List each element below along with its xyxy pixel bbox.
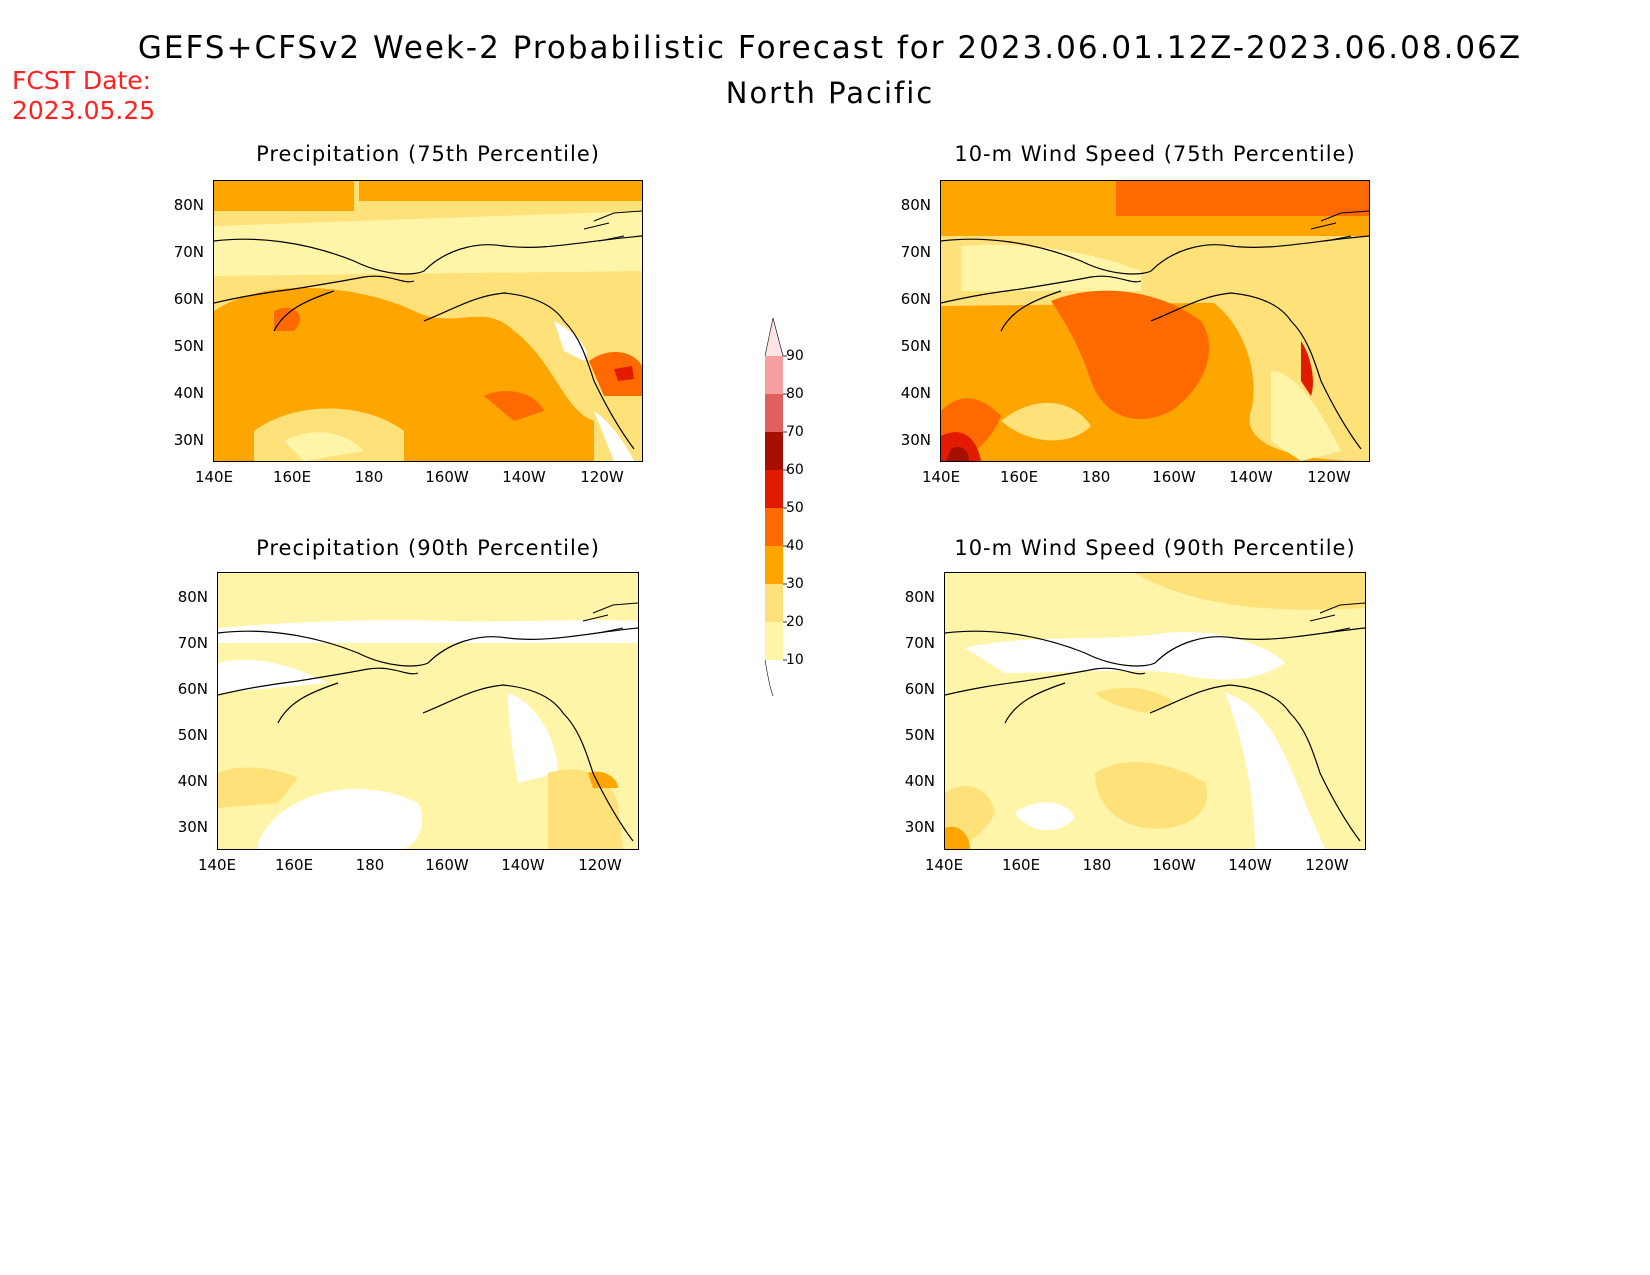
lon-label: 160E: [274, 856, 314, 874]
colorbar-label: 90: [786, 348, 804, 364]
lat-label: 60N: [900, 290, 931, 308]
lon-label: 140E: [194, 468, 234, 486]
colorbar-label: 50: [786, 500, 804, 516]
lon-label: 120W: [1305, 856, 1349, 874]
lon-label: 140W: [501, 856, 545, 874]
panel-title-precip-90: Precipitation (90th Percentile): [256, 536, 600, 560]
colorbar-swatches: [764, 317, 787, 697]
lat-label: 40N: [173, 384, 204, 402]
lat-label: 50N: [177, 726, 208, 744]
lat-label: 70N: [177, 634, 208, 652]
lon-label: 160E: [999, 468, 1039, 486]
lat-label: 50N: [900, 337, 931, 355]
lon-label: 160W: [425, 856, 469, 874]
colorbar-label: 80: [786, 386, 804, 402]
lat-label: 40N: [904, 772, 935, 790]
lon-label: 160W: [1152, 856, 1196, 874]
panel-title-wind-90: 10-m Wind Speed (90th Percentile): [954, 536, 1356, 560]
map-precip-90: [217, 572, 639, 850]
map-wind-90-plot: [945, 573, 1365, 849]
lon-label: 180: [354, 468, 384, 486]
lat-label: 30N: [177, 818, 208, 836]
map-wind-75-plot: [941, 181, 1369, 461]
lat-label: 70N: [900, 243, 931, 261]
colorbar: 90 80 70 60 50 40 30 20 10: [760, 317, 820, 698]
lat-label: 80N: [173, 196, 204, 214]
map-precip-75: [213, 180, 643, 462]
lon-label: 160W: [1152, 468, 1196, 486]
panel-title-wind-75: 10-m Wind Speed (75th Percentile): [954, 142, 1356, 166]
lon-label: 120W: [578, 856, 622, 874]
lat-label: 80N: [177, 588, 208, 606]
lat-label: 30N: [900, 431, 931, 449]
lon-label: 180: [1081, 468, 1111, 486]
lat-label: 30N: [173, 431, 204, 449]
lon-label: 140E: [921, 468, 961, 486]
lon-label: 140W: [502, 468, 546, 486]
panel-title-precip-75: Precipitation (75th Percentile): [256, 142, 600, 166]
lon-label: 180: [1082, 856, 1112, 874]
lat-label: 30N: [904, 818, 935, 836]
region-subtitle: North Pacific: [725, 76, 935, 110]
lon-label: 160E: [1001, 856, 1041, 874]
lat-label: 40N: [900, 384, 931, 402]
colorbar-label: 30: [786, 576, 804, 592]
lat-label: 60N: [904, 680, 935, 698]
lon-label: 140W: [1229, 468, 1273, 486]
colorbar-label: 40: [786, 538, 804, 554]
lon-label: 140E: [924, 856, 964, 874]
lat-label: 50N: [173, 337, 204, 355]
main-title: GEFS+CFSv2 Week-2 Probabilistic Forecast…: [137, 30, 1523, 66]
lon-label: 120W: [580, 468, 624, 486]
lat-label: 80N: [900, 196, 931, 214]
lat-label: 50N: [904, 726, 935, 744]
lon-label: 120W: [1307, 468, 1351, 486]
map-precip-90-plot: [218, 573, 638, 849]
lat-label: 80N: [904, 588, 935, 606]
lat-label: 40N: [177, 772, 208, 790]
lon-label: 180: [355, 856, 385, 874]
lon-label: 140E: [197, 856, 237, 874]
colorbar-label: 10: [786, 652, 804, 668]
map-wind-75: [940, 180, 1370, 462]
forecast-date-block: FCST Date: 2023.05.25: [12, 66, 155, 126]
lon-label: 160E: [272, 468, 312, 486]
map-precip-75-plot: [214, 181, 642, 461]
lat-label: 60N: [177, 680, 208, 698]
lat-label: 70N: [904, 634, 935, 652]
colorbar-label: 70: [786, 424, 804, 440]
lat-label: 60N: [173, 290, 204, 308]
map-wind-90: [944, 572, 1366, 850]
lon-label: 140W: [1228, 856, 1272, 874]
lon-label: 160W: [425, 468, 469, 486]
fcst-date-value: 2023.05.25: [12, 96, 156, 125]
fcst-date-label: FCST Date:: [12, 66, 152, 95]
lat-label: 70N: [173, 243, 204, 261]
colorbar-label: 60: [786, 462, 804, 478]
colorbar-label: 20: [786, 614, 804, 630]
